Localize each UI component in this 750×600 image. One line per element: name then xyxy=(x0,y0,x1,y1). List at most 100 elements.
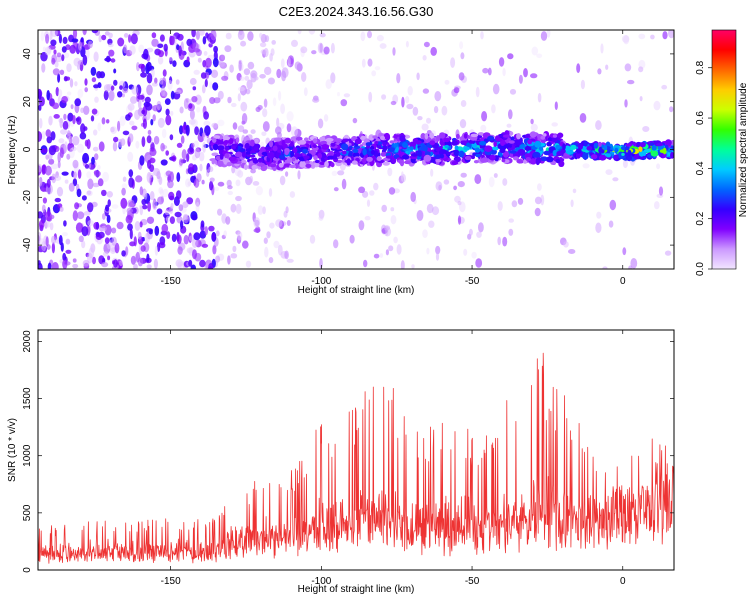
spectrogram-cell xyxy=(217,208,223,216)
spectrogram-ridge-cell xyxy=(527,139,533,145)
spectrogram-cell xyxy=(177,261,182,269)
spectrogram-x-ticks: -150 -100 -50 0 xyxy=(161,30,626,287)
spectrogram-cell xyxy=(323,114,329,122)
spectrogram-ridge-cell xyxy=(212,143,219,151)
spectrogram-cell xyxy=(40,31,45,42)
snr-frame xyxy=(37,329,675,571)
spectrogram-cell xyxy=(215,255,221,263)
spectrogram-cell xyxy=(45,236,49,247)
spectrogram-cell xyxy=(57,160,61,169)
spectrogram-cell xyxy=(421,123,429,131)
spectrogram-ridge-cell xyxy=(382,161,390,166)
spectrogram-ridge-cell xyxy=(231,145,236,150)
spectrogram-y-tick-label: 40 xyxy=(22,48,33,60)
spectrogram-cell xyxy=(102,213,106,220)
spectrogram-cell xyxy=(188,103,193,109)
spectrogram-cell xyxy=(639,96,643,102)
spectrogram-cell xyxy=(250,129,256,135)
spectrogram-ridge-cell xyxy=(415,140,422,145)
spectrogram-cell xyxy=(111,227,117,234)
spectrogram-ridge-cell xyxy=(211,137,217,143)
spectrogram-cell xyxy=(164,98,171,105)
spectrogram-cell xyxy=(74,202,80,210)
spectrogram-cell xyxy=(188,163,195,172)
spectrogram-ridge-cell xyxy=(575,152,581,159)
spectrogram-x-tick-label: -150 xyxy=(161,276,181,287)
spectrogram-ridge-cell xyxy=(396,136,401,142)
spectrogram-cell xyxy=(68,182,75,192)
spectrogram-cell xyxy=(309,234,316,244)
spectrogram-cell xyxy=(385,249,389,256)
spectrogram-ridge-cell xyxy=(529,158,537,165)
spectrogram-ridge-cell xyxy=(254,138,259,143)
spectrogram-cell xyxy=(301,72,307,82)
spectrogram-cell xyxy=(285,171,289,177)
spectrogram-cell xyxy=(201,179,205,185)
spectrogram-cell xyxy=(194,126,200,136)
spectrogram-cell xyxy=(230,253,238,259)
spectrogram-cell xyxy=(474,174,482,185)
spectrogram-cell xyxy=(106,214,111,224)
spectrogram-cell xyxy=(390,215,397,225)
spectrogram-ridge-cell xyxy=(540,135,546,140)
spectrogram-cell xyxy=(238,60,242,72)
spectrogram-cell xyxy=(134,109,141,120)
spectrogram-cell xyxy=(51,173,57,184)
spectrogram-cell xyxy=(128,169,134,178)
spectrogram-cell xyxy=(209,97,216,104)
spectrogram-cell xyxy=(127,199,135,208)
spectrogram-cell xyxy=(264,35,270,43)
spectrogram-ridge-cell xyxy=(552,134,558,138)
spectrogram-cell xyxy=(105,204,110,212)
spectrogram-cell xyxy=(434,91,442,102)
spectrogram-cell xyxy=(62,252,67,261)
spectrogram-ridge-cell xyxy=(529,131,537,138)
spectrogram-cell xyxy=(72,258,77,263)
spectrogram-ridge-cell xyxy=(278,162,284,168)
spectrogram-cell xyxy=(388,187,396,195)
spectrogram-ridge-cell xyxy=(651,145,657,151)
spectrogram-ridge-cell xyxy=(513,156,519,161)
spectrogram-cell xyxy=(213,97,221,104)
spectrogram-cell xyxy=(66,63,72,73)
spectrogram-cell xyxy=(259,74,266,79)
spectrogram-cell xyxy=(144,96,151,104)
spectrogram-ridge-cell xyxy=(382,141,388,146)
spectrogram-cell xyxy=(106,191,114,198)
spectrogram-cell xyxy=(50,131,56,141)
spectrogram-cell xyxy=(360,31,366,42)
spectrogram-cell xyxy=(246,79,253,90)
spectrogram-cell xyxy=(41,130,46,140)
spectrogram-cell xyxy=(90,66,97,76)
spectrogram-cell xyxy=(63,113,67,121)
colorbar-tick-label: 0.6 xyxy=(695,111,706,125)
spectrogram-ridge-cell xyxy=(643,149,652,153)
spectrogram-cell xyxy=(198,30,205,36)
spectrogram-cell xyxy=(110,126,115,133)
spectrogram-cell xyxy=(179,106,184,114)
spectrogram-cell xyxy=(257,205,264,216)
spectrogram-cell xyxy=(157,43,164,49)
snr-y-tick-label: 1000 xyxy=(22,444,33,467)
spectrogram-ridge-cell xyxy=(381,151,386,157)
spectrogram-cell xyxy=(435,181,443,191)
snr-x-tick-label: 0 xyxy=(620,576,626,587)
spectrogram-cell xyxy=(135,140,140,149)
spectrogram-cell xyxy=(669,106,674,113)
spectrogram-cell xyxy=(82,152,90,164)
spectrogram-cell xyxy=(263,98,268,108)
spectrogram-cell xyxy=(165,108,170,116)
spectrogram-ridge-cell xyxy=(226,162,232,167)
spectrogram-cell xyxy=(243,68,251,76)
spectrogram-ridge-cell xyxy=(444,144,449,149)
spectrogram-cell xyxy=(56,186,64,197)
spectrogram-cell xyxy=(475,258,483,268)
spectrogram-cell xyxy=(224,45,232,53)
spectrogram-ridge-cell xyxy=(522,159,528,164)
spectrogram-ridge-cell xyxy=(314,159,320,164)
spectrogram-cell xyxy=(192,42,199,52)
spectrogram-cell xyxy=(352,117,358,124)
spectrogram-cell xyxy=(61,46,67,53)
spectrogram-cell xyxy=(221,234,226,240)
spectrogram-cell xyxy=(624,99,628,108)
